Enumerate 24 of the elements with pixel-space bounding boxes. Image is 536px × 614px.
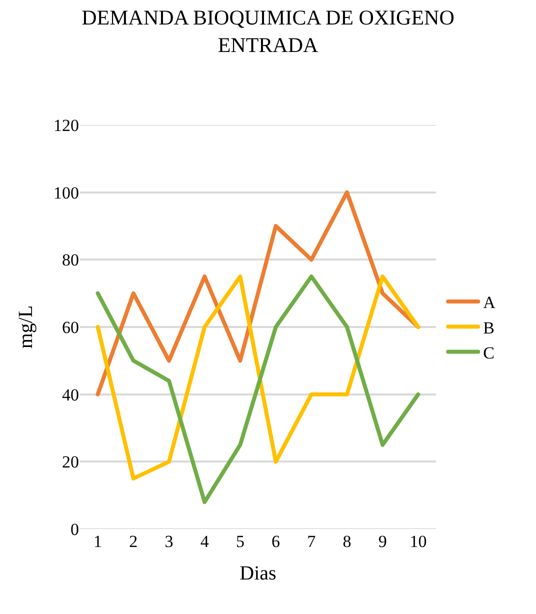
chart-title: DEMANDA BIOQUIMICA DE OXIGENO ENTRADA [82,6,454,57]
line-series [96,190,420,396]
y-tick-label: 80 [62,250,79,270]
x-tick-label: 10 [410,532,427,551]
y-tick-label: 100 [54,183,79,202]
x-axis-title: Dias [240,562,277,584]
y-tick-label: 20 [62,452,79,472]
y-tick-label: 40 [62,385,79,404]
x-tick-label: 2 [129,532,138,551]
x-tick-label: 1 [94,532,102,551]
legend-label: B [483,318,494,338]
x-tick-label: 7 [307,532,316,551]
y-tick-label: 60 [62,318,79,337]
legend-label: A [483,293,496,312]
x-tick-label: 9 [378,532,387,551]
x-tick-label: 4 [200,532,210,551]
x-tick-label: 6 [272,532,280,551]
y-tick-label: 0 [70,520,79,539]
x-tick-label: 8 [342,532,352,551]
legend-label: C [483,343,494,362]
y-tick-label: 120 [54,116,79,135]
x-tick-label: 3 [164,532,174,551]
x-tick-label: 5 [236,532,244,551]
y-axis-title: mg/L [15,305,37,349]
